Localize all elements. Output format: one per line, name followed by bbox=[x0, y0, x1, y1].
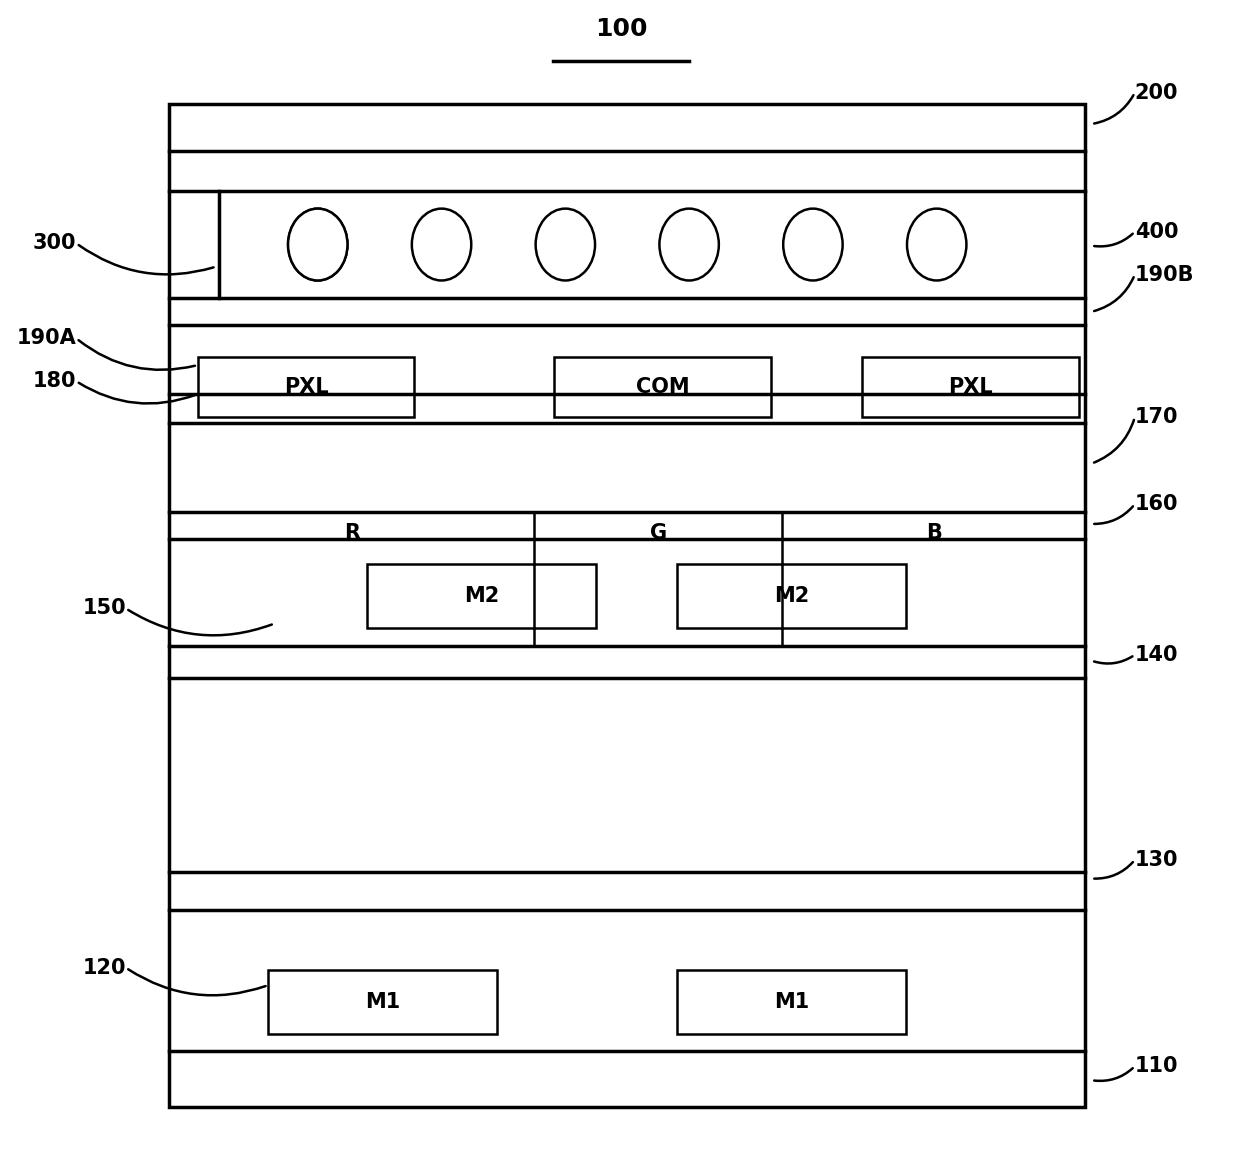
Text: M1: M1 bbox=[774, 992, 808, 1012]
Text: PXL: PXL bbox=[284, 377, 329, 398]
Text: 180: 180 bbox=[33, 371, 77, 392]
Bar bbox=[677, 970, 905, 1034]
Ellipse shape bbox=[536, 209, 595, 280]
Text: 170: 170 bbox=[1135, 407, 1178, 428]
Text: 150: 150 bbox=[82, 598, 126, 619]
Bar bbox=[197, 357, 414, 417]
Ellipse shape bbox=[784, 209, 843, 280]
Text: 160: 160 bbox=[1135, 494, 1178, 515]
Text: 120: 120 bbox=[82, 957, 126, 978]
Bar bbox=[367, 564, 596, 628]
Ellipse shape bbox=[412, 209, 471, 280]
Text: 130: 130 bbox=[1135, 850, 1178, 870]
Ellipse shape bbox=[288, 209, 347, 280]
Bar bbox=[268, 970, 497, 1034]
Text: 110: 110 bbox=[1135, 1056, 1178, 1077]
Text: 190A: 190A bbox=[16, 328, 77, 349]
Text: 100: 100 bbox=[595, 16, 647, 41]
Bar bbox=[677, 564, 905, 628]
Text: 200: 200 bbox=[1135, 82, 1178, 103]
Text: PXL: PXL bbox=[949, 377, 993, 398]
Ellipse shape bbox=[660, 209, 719, 280]
Text: B: B bbox=[926, 523, 941, 544]
Text: R: R bbox=[343, 523, 360, 544]
Bar bbox=[554, 357, 771, 417]
Text: 190B: 190B bbox=[1135, 264, 1194, 285]
Text: 400: 400 bbox=[1135, 221, 1178, 242]
Text: M1: M1 bbox=[365, 992, 401, 1012]
Text: M2: M2 bbox=[774, 586, 808, 606]
Ellipse shape bbox=[288, 209, 347, 280]
Text: M2: M2 bbox=[464, 586, 500, 606]
Text: G: G bbox=[650, 523, 667, 544]
Text: 140: 140 bbox=[1135, 644, 1178, 665]
Ellipse shape bbox=[906, 209, 966, 280]
Text: 300: 300 bbox=[33, 233, 77, 254]
Text: COM: COM bbox=[636, 377, 689, 398]
Bar bbox=[863, 357, 1079, 417]
Bar bbox=[169, 104, 1085, 1107]
